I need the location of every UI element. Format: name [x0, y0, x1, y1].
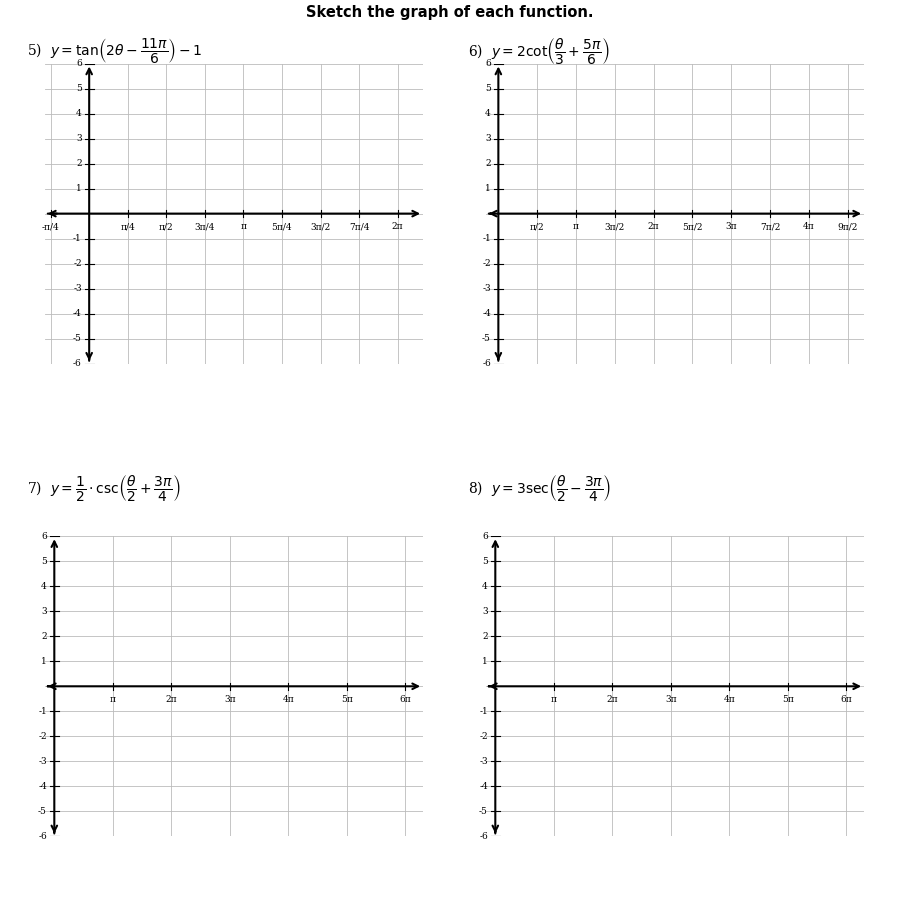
- Text: 8)  $y = 3\sec\!\left(\dfrac{\theta}{2} - \dfrac{3\pi}{4}\right)$: 8) $y = 3\sec\!\left(\dfrac{\theta}{2} -…: [468, 473, 611, 503]
- Text: π/2: π/2: [530, 223, 544, 232]
- Text: 5π/2: 5π/2: [682, 223, 703, 232]
- Text: 6π: 6π: [400, 695, 411, 704]
- Text: 3: 3: [41, 607, 47, 615]
- Text: 5)  $y = \tan\!\left(2\theta - \dfrac{11\pi}{6}\right) - 1$: 5) $y = \tan\!\left(2\theta - \dfrac{11\…: [27, 36, 202, 65]
- Text: 7π/4: 7π/4: [349, 223, 369, 232]
- Text: 3π: 3π: [665, 695, 677, 704]
- Text: -1: -1: [479, 707, 488, 715]
- Text: -3: -3: [480, 757, 488, 765]
- Text: 2π: 2π: [607, 695, 618, 704]
- Text: -6: -6: [73, 359, 82, 368]
- Text: -1: -1: [38, 707, 47, 715]
- Text: -3: -3: [39, 757, 47, 765]
- Text: 2π: 2π: [166, 695, 177, 704]
- Text: -5: -5: [73, 335, 82, 343]
- Text: -2: -2: [482, 259, 491, 268]
- Text: 1: 1: [76, 185, 82, 193]
- Text: -5: -5: [479, 807, 488, 815]
- Text: 5: 5: [482, 557, 488, 565]
- Text: 5π: 5π: [341, 695, 353, 704]
- Text: 7π/2: 7π/2: [760, 223, 780, 232]
- Text: 4: 4: [41, 582, 47, 591]
- Text: Sketch the graph of each function.: Sketch the graph of each function.: [306, 5, 594, 20]
- Text: π: π: [110, 695, 116, 704]
- Text: 6: 6: [76, 59, 82, 68]
- Text: 4: 4: [76, 109, 82, 118]
- Text: -π/4: -π/4: [41, 223, 59, 232]
- Text: 5: 5: [41, 557, 47, 565]
- Text: 5: 5: [485, 85, 491, 93]
- Text: -3: -3: [482, 285, 491, 293]
- Text: 2: 2: [41, 632, 47, 641]
- Text: 4: 4: [485, 109, 491, 118]
- Text: 2π: 2π: [648, 223, 660, 232]
- Text: 3π/4: 3π/4: [194, 223, 215, 232]
- Text: 1: 1: [41, 657, 47, 665]
- Text: 9π/2: 9π/2: [837, 223, 858, 232]
- Text: 6π: 6π: [841, 695, 852, 704]
- Text: 3π: 3π: [224, 695, 236, 704]
- Text: 4π: 4π: [283, 695, 294, 704]
- Text: π: π: [240, 223, 247, 232]
- Text: -2: -2: [480, 732, 488, 741]
- Text: -4: -4: [73, 309, 82, 318]
- Text: 3: 3: [76, 135, 82, 143]
- Text: -6: -6: [38, 832, 47, 841]
- Text: 6: 6: [41, 532, 47, 541]
- Text: 3π: 3π: [725, 223, 737, 232]
- Text: 3: 3: [485, 135, 491, 143]
- Text: -4: -4: [482, 309, 491, 318]
- Text: 3: 3: [482, 607, 488, 615]
- Text: 3π/2: 3π/2: [605, 223, 625, 232]
- Text: π/4: π/4: [121, 223, 135, 232]
- Text: 6)  $y = 2\cot\!\left(\dfrac{\theta}{3} + \dfrac{5\pi}{6}\right)$: 6) $y = 2\cot\!\left(\dfrac{\theta}{3} +…: [468, 36, 609, 66]
- Text: 2: 2: [485, 159, 491, 168]
- Text: 5π: 5π: [782, 695, 794, 704]
- Text: 2π: 2π: [392, 223, 403, 232]
- Text: 7)  $y = \dfrac{1}{2} \cdot \csc\!\left(\dfrac{\theta}{2} + \dfrac{3\pi}{4}\righ: 7) $y = \dfrac{1}{2} \cdot \csc\!\left(\…: [27, 473, 181, 503]
- Text: -1: -1: [482, 235, 491, 243]
- Text: 4π: 4π: [724, 695, 735, 704]
- Text: -6: -6: [479, 832, 488, 841]
- Text: 5: 5: [76, 85, 82, 93]
- Text: π: π: [573, 223, 579, 232]
- Text: 4π: 4π: [803, 223, 815, 232]
- Text: π/2: π/2: [159, 223, 174, 232]
- Text: -4: -4: [479, 782, 488, 791]
- Text: 5π/4: 5π/4: [272, 223, 292, 232]
- Text: π: π: [551, 695, 557, 704]
- Text: -6: -6: [482, 359, 491, 368]
- Text: -2: -2: [73, 259, 82, 268]
- Text: 1: 1: [485, 185, 491, 193]
- Text: -4: -4: [38, 782, 47, 791]
- Text: -5: -5: [482, 335, 491, 343]
- Text: -5: -5: [38, 807, 47, 815]
- Text: 4: 4: [482, 582, 488, 591]
- Text: -2: -2: [39, 732, 47, 741]
- Text: 2: 2: [482, 632, 488, 641]
- Text: -3: -3: [73, 285, 82, 293]
- Text: 1: 1: [482, 657, 488, 665]
- Text: -1: -1: [73, 235, 82, 243]
- Text: 6: 6: [482, 532, 488, 541]
- Text: 3π/2: 3π/2: [310, 223, 330, 232]
- Text: 2: 2: [76, 159, 82, 168]
- Text: 6: 6: [485, 59, 491, 68]
